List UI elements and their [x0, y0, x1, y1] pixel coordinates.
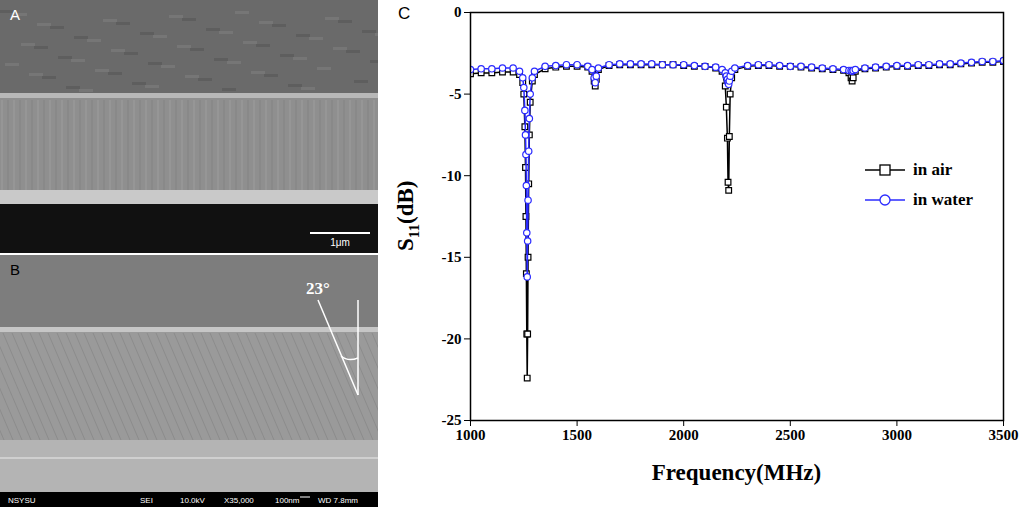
- html-text:in water: in water: [913, 190, 973, 209]
- html-text:in air: in air: [913, 160, 953, 179]
- svg-text:3000: 3000: [882, 427, 912, 443]
- svg-text:-25: -25: [442, 412, 462, 428]
- svg-text:1500: 1500: [562, 427, 592, 443]
- svg-text:-20: -20: [442, 331, 462, 347]
- html-text:S: S: [393, 238, 419, 251]
- svg-text:SEI: SEI: [140, 496, 153, 505]
- svg-text:0: 0: [454, 4, 462, 20]
- html-text:(dB): (dB): [393, 180, 419, 224]
- svg-text:-5: -5: [449, 86, 462, 102]
- svg-text:NSYSU: NSYSU: [8, 496, 36, 505]
- html-text:Frequency(MHz): Frequency(MHz): [651, 460, 822, 485]
- svg-text:B: B: [10, 261, 20, 278]
- svg-text:-10: -10: [442, 168, 462, 184]
- svg-text:3500: 3500: [989, 427, 1019, 443]
- html-text:C: C: [398, 4, 411, 23]
- svg-text:100nm: 100nm: [275, 496, 300, 505]
- svg-text:-15: -15: [442, 249, 462, 265]
- svg-text:WD 7.8mm: WD 7.8mm: [318, 496, 358, 505]
- svg-text:A: A: [10, 6, 20, 23]
- svg-text:23°: 23°: [306, 279, 330, 298]
- svg-text:10.0kV: 10.0kV: [180, 496, 206, 505]
- svg-text:1μm: 1μm: [330, 237, 350, 248]
- svg-text:1000: 1000: [456, 427, 486, 443]
- svg-text:2000: 2000: [669, 427, 699, 443]
- svg-text:X35,000: X35,000: [224, 496, 254, 505]
- html-text:11: 11: [406, 224, 422, 239]
- svg-text:2500: 2500: [775, 427, 805, 443]
